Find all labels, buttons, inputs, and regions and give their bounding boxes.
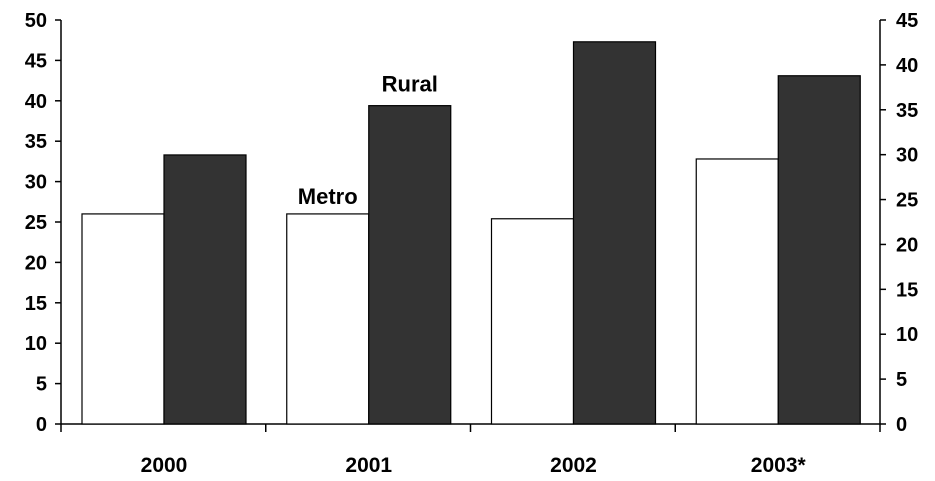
left-y-tick-label: 5 <box>36 374 47 396</box>
series-label-metro: Metro <box>298 184 358 209</box>
bar-rural-2002 <box>572 41 657 425</box>
right-y-tick-label: 20 <box>896 234 918 256</box>
left-y-tick-label: 25 <box>25 212 47 234</box>
right-y-tick-label: 10 <box>896 324 918 346</box>
x-category-label: 2001 <box>345 454 392 477</box>
bar-metro-2000 <box>81 213 165 425</box>
right-y-tick-label: 5 <box>896 369 907 391</box>
x-category-label: 2000 <box>141 454 188 477</box>
left-y-tick-label: 20 <box>25 252 47 274</box>
x-category-label: 2003* <box>751 454 807 477</box>
left-y-tick-label: 50 <box>25 10 47 32</box>
bar-rural-2000 <box>163 154 247 425</box>
series-labels: Metro Rural <box>298 72 438 209</box>
right-y-tick-label: 0 <box>896 414 907 436</box>
left-y-tick-label: 0 <box>36 414 47 436</box>
right-y-tick-label: 15 <box>896 279 918 301</box>
series-label-rural: Rural <box>382 72 438 97</box>
x-axis-ticks <box>60 424 881 432</box>
right-y-tick-label: 35 <box>896 100 918 122</box>
right-y-tick-label: 25 <box>896 190 918 212</box>
bars <box>81 41 861 425</box>
bar-metro-2003 <box>695 158 779 425</box>
left-y-tick-label: 40 <box>25 91 47 113</box>
right-y-axis-ticks: 0 5 10 15 20 25 30 35 40 45 <box>880 10 918 436</box>
bar-metro-2001 <box>286 213 370 425</box>
right-y-tick-label: 45 <box>896 10 918 32</box>
bar-rural-2003 <box>777 75 861 425</box>
left-y-tick-label: 45 <box>25 50 47 72</box>
category-labels: 2000 2001 2002 2003* <box>141 454 807 477</box>
bar-rural-2001 <box>368 105 452 425</box>
x-category-label: 2002 <box>550 454 597 477</box>
left-y-tick-label: 15 <box>25 293 47 315</box>
bar-metro-2002 <box>490 218 575 425</box>
left-y-tick-label: 10 <box>25 333 47 355</box>
right-y-tick-label: 40 <box>896 55 918 77</box>
left-y-tick-label: 30 <box>25 172 47 194</box>
left-y-axis-ticks: 0 5 10 15 20 25 30 35 40 45 50 <box>25 10 61 436</box>
left-y-tick-label: 35 <box>25 131 47 153</box>
right-y-tick-label: 30 <box>896 145 918 167</box>
